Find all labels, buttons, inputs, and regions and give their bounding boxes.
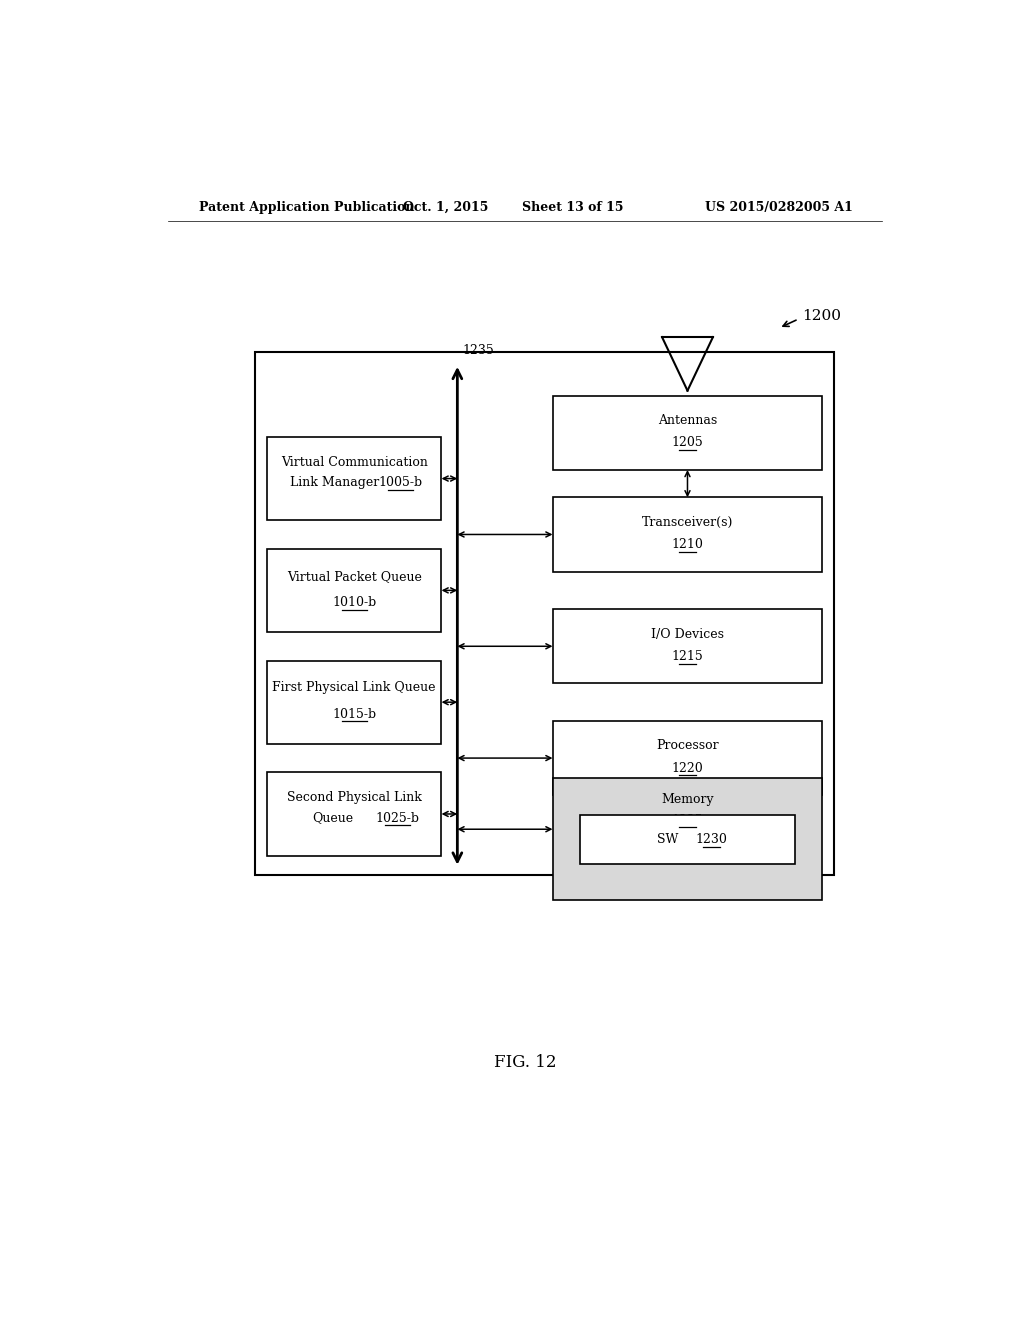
Text: 1235: 1235 <box>463 343 495 356</box>
Bar <box>553 396 822 470</box>
Text: Queue: Queue <box>312 812 353 825</box>
Text: 1215: 1215 <box>672 649 703 663</box>
Bar <box>553 498 822 572</box>
Text: Processor: Processor <box>656 739 719 752</box>
Text: 1200: 1200 <box>803 309 842 323</box>
Text: Second Physical Link: Second Physical Link <box>287 791 422 804</box>
Text: 1230: 1230 <box>695 833 727 846</box>
Text: SW: SW <box>657 833 678 846</box>
Text: Oct. 1, 2015: Oct. 1, 2015 <box>402 201 488 214</box>
Text: 1005-b: 1005-b <box>378 477 422 490</box>
Bar <box>267 772 441 855</box>
Bar <box>255 351 835 875</box>
Text: Virtual Communication: Virtual Communication <box>281 455 428 469</box>
Bar <box>553 609 822 684</box>
Text: Antennas: Antennas <box>657 414 717 428</box>
Bar <box>267 437 441 520</box>
Text: 1025-b: 1025-b <box>376 812 420 825</box>
Text: US 2015/0282005 A1: US 2015/0282005 A1 <box>705 201 853 214</box>
Text: 1210: 1210 <box>672 539 703 552</box>
Text: Memory: Memory <box>662 793 714 807</box>
Text: Transceiver(s): Transceiver(s) <box>642 516 733 529</box>
Text: 1220: 1220 <box>672 762 703 775</box>
Bar <box>553 777 822 900</box>
Bar <box>267 549 441 632</box>
Text: Patent Application Publication: Patent Application Publication <box>200 201 415 214</box>
Bar <box>267 660 441 744</box>
Bar <box>553 721 822 795</box>
Text: 1205: 1205 <box>672 437 703 450</box>
Text: 1010-b: 1010-b <box>332 597 376 609</box>
Text: Link Manager: Link Manager <box>290 477 379 490</box>
Text: Virtual Packet Queue: Virtual Packet Queue <box>287 570 422 582</box>
Text: Sheet 13 of 15: Sheet 13 of 15 <box>521 201 624 214</box>
Text: First Physical Link Queue: First Physical Link Queue <box>272 681 436 694</box>
Text: 1015-b: 1015-b <box>332 708 376 721</box>
Bar <box>580 816 796 865</box>
Text: I/O Devices: I/O Devices <box>651 627 724 640</box>
Text: 1225: 1225 <box>672 814 703 828</box>
Text: FIG. 12: FIG. 12 <box>494 1055 556 1072</box>
